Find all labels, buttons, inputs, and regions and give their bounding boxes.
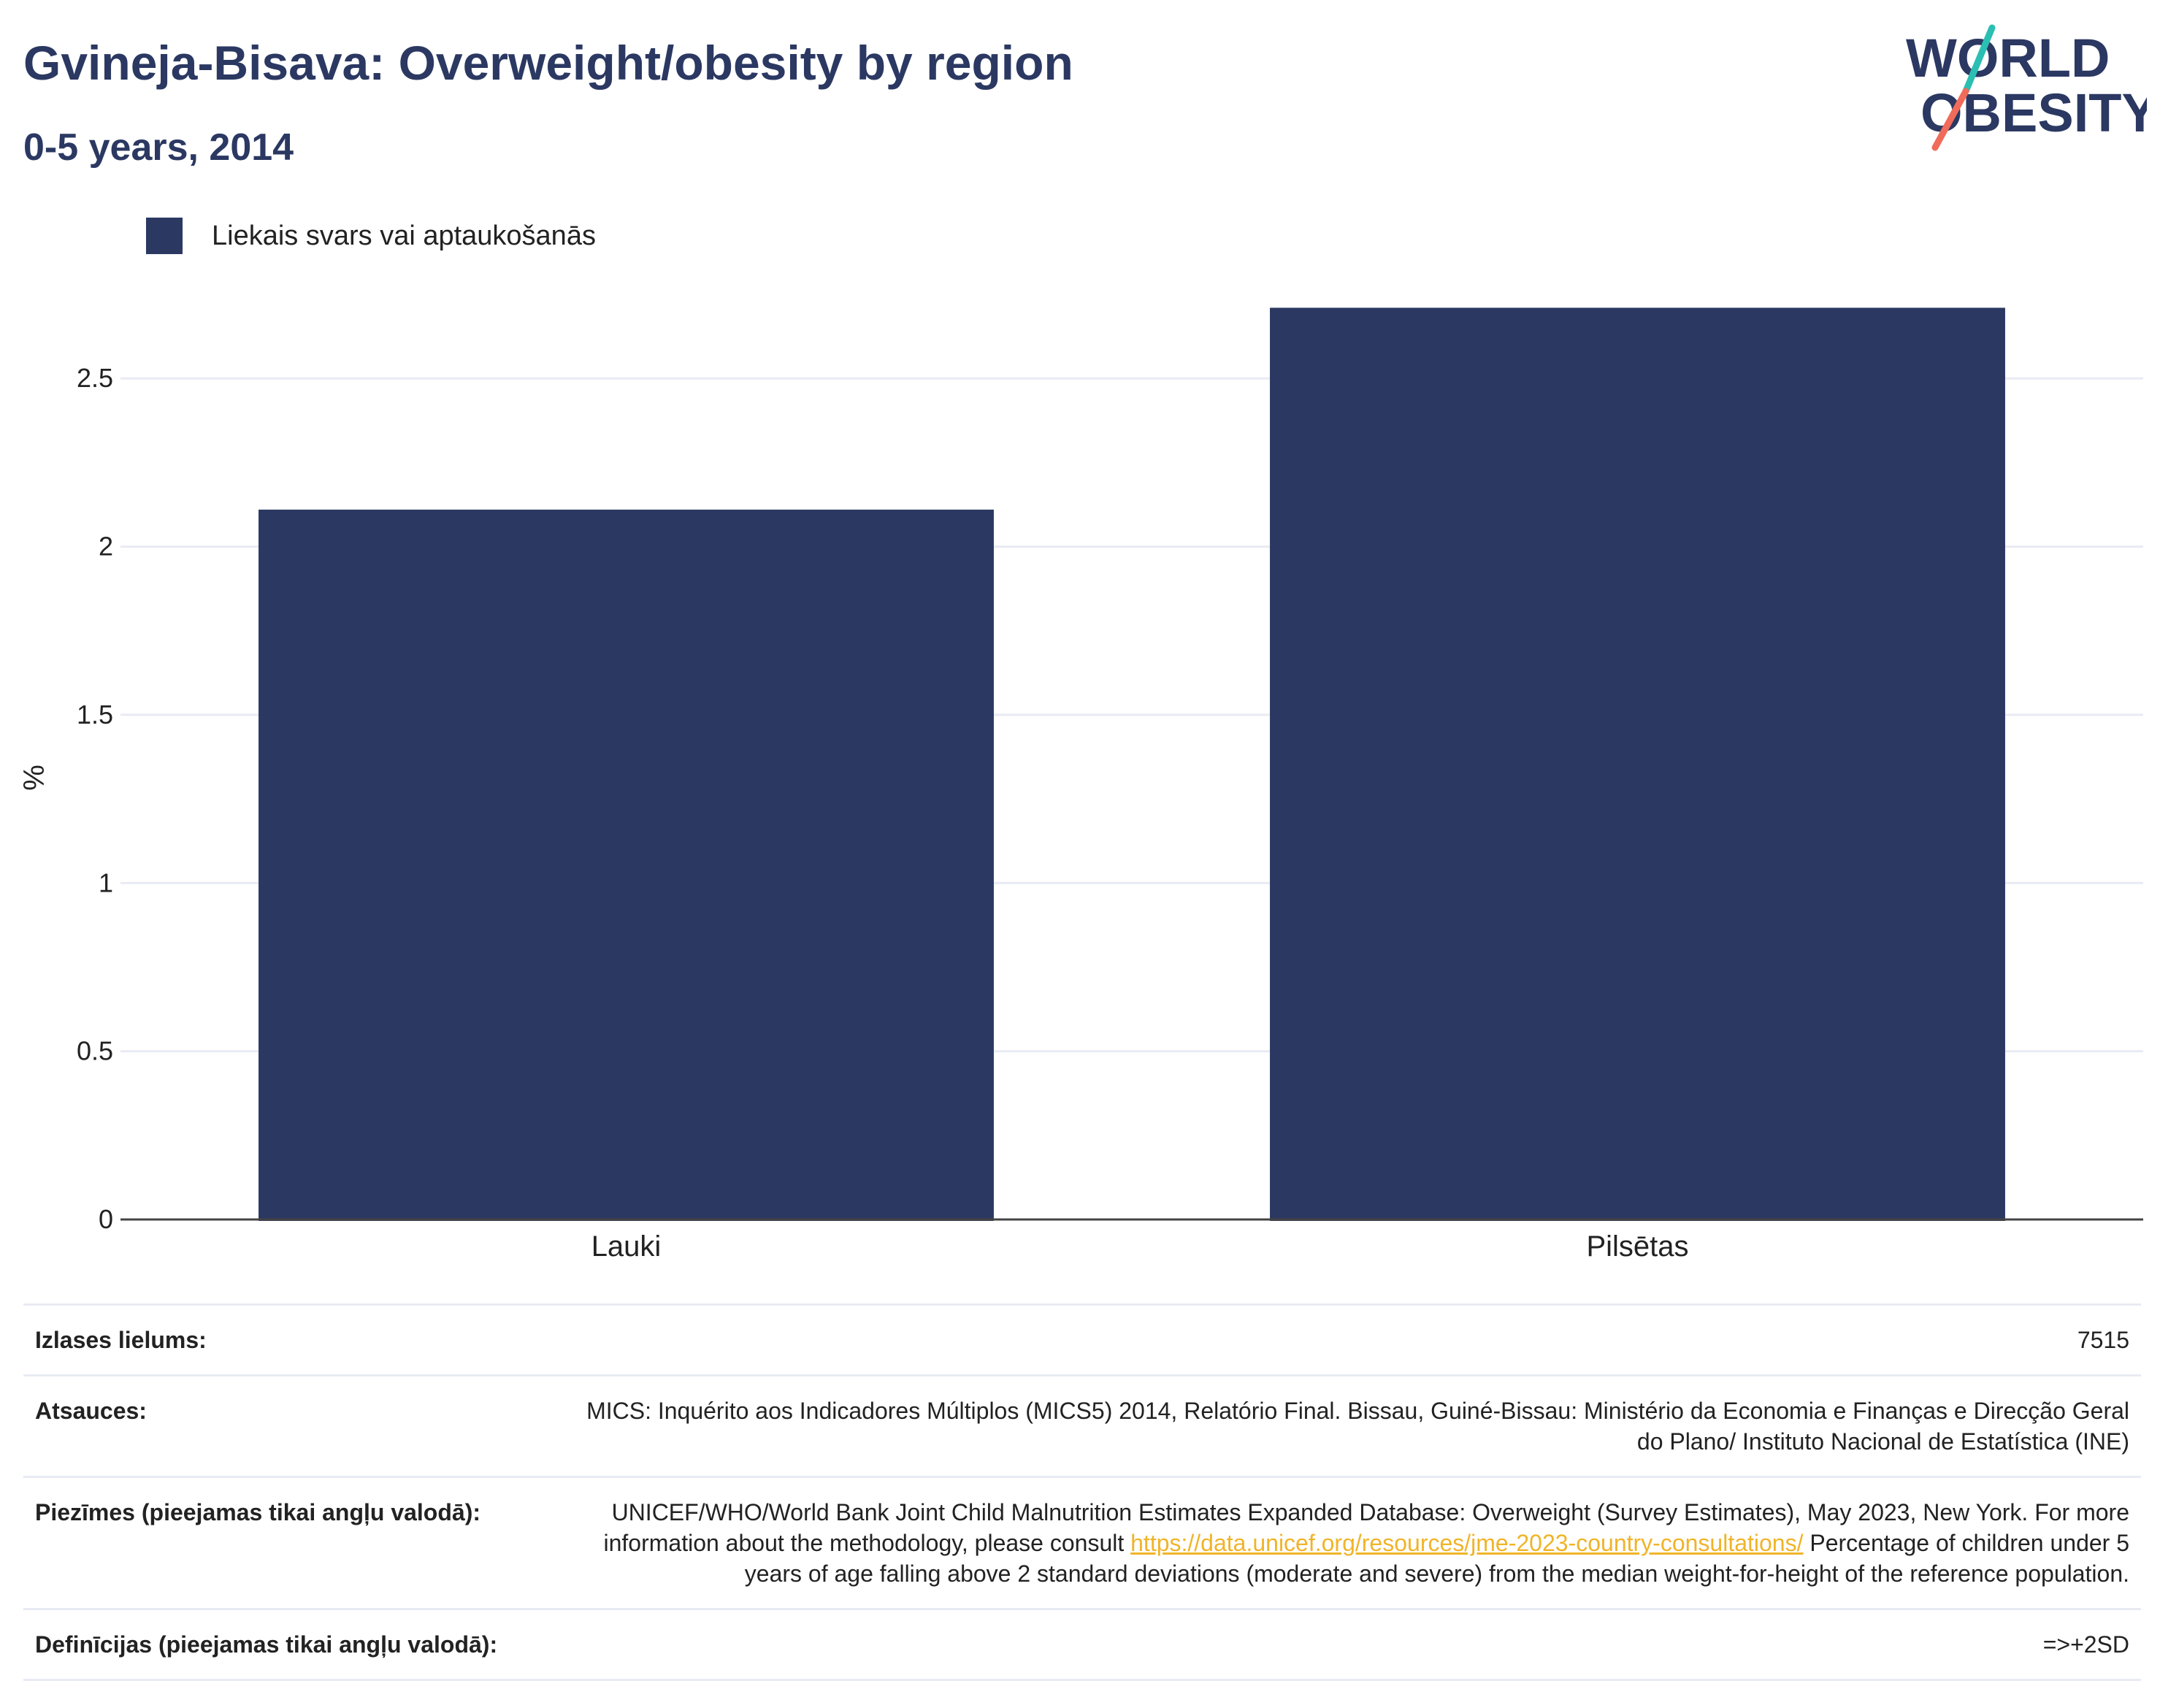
sample-size-value: 7515 <box>572 1303 2141 1376</box>
notes-label: Piezīmes (pieejamas tikai angļu valodā): <box>23 1476 572 1609</box>
legend-label: Liekais svars vai aptaukošanās <box>212 220 596 251</box>
notes-value: UNICEF/WHO/World Bank Joint Child Malnut… <box>572 1476 2141 1609</box>
bar-lauki[interactable] <box>258 509 994 1221</box>
x-tick-label: Pilsētas <box>1586 1230 1688 1263</box>
legend: Liekais svars vai aptaukošanās <box>146 218 596 254</box>
chart-title: Gvineja-Bisava: Overweight/obesity by re… <box>23 36 1073 90</box>
sources-label: Atsauces: <box>23 1374 572 1477</box>
y-tick-label: 0.5 <box>77 1036 113 1066</box>
logo-line-1: WORLD <box>1906 28 2110 88</box>
definitions-value: =>+2SD <box>572 1608 2141 1681</box>
bars <box>258 307 2005 1221</box>
y-tick-label: 2.5 <box>77 363 113 393</box>
x-tick-labels: Lauki Pilsētas <box>591 1230 1689 1263</box>
sample-size-label: Izlases lielums: <box>23 1303 572 1376</box>
sample-size-row: Izlases lielums: 7515 <box>23 1303 2141 1376</box>
sources-row: Atsauces: MICS: Inquérito aos Indicadore… <box>23 1374 2141 1477</box>
y-tick-labels: 0 0.5 1 1.5 2 2.5 <box>77 363 113 1234</box>
logo-line-2: OBESITY <box>1920 83 2147 143</box>
chart-subtitle: 0-5 years, 2014 <box>23 126 294 169</box>
definitions-row: Definīcijas (pieejamas tikai angļu valod… <box>23 1608 2141 1681</box>
y-tick-label: 2 <box>99 532 113 562</box>
notes-text-before: UNICEF/WHO/World Bank Joint Child Malnut… <box>603 1499 2129 1556</box>
logo-accent-coral <box>1931 88 1969 151</box>
x-tick-label: Lauki <box>591 1230 662 1263</box>
bar-pilsētas[interactable] <box>1270 307 2005 1221</box>
logo-accent-teal <box>1962 24 1996 95</box>
notes-row: Piezīmes (pieejamas tikai angļu valodā):… <box>23 1476 2141 1609</box>
bar-chart: 0 0.5 1 1.5 2 2.5 Lauki Pilsētas % <box>18 307 2143 1263</box>
world-obesity-logo: WORLD OBESITY <box>1906 24 2147 151</box>
notes-text-after: Percentage of children under 5 years of … <box>744 1530 2129 1587</box>
y-axis-label: % <box>18 765 50 791</box>
definitions-label: Definīcijas (pieejamas tikai angļu valod… <box>23 1608 572 1681</box>
sources-value: MICS: Inquérito aos Indicadores Múltiplo… <box>572 1374 2141 1477</box>
y-tick-label: 1 <box>99 868 113 897</box>
y-tick-label: 1.5 <box>77 700 113 729</box>
notes-link[interactable]: https://data.unicef.org/resources/jme-20… <box>1130 1530 1804 1556</box>
info-table: Izlases lielums: 7515 Atsauces: MICS: In… <box>23 1303 2141 1681</box>
y-tick-label: 0 <box>99 1204 113 1234</box>
legend-swatch[interactable] <box>146 218 183 254</box>
